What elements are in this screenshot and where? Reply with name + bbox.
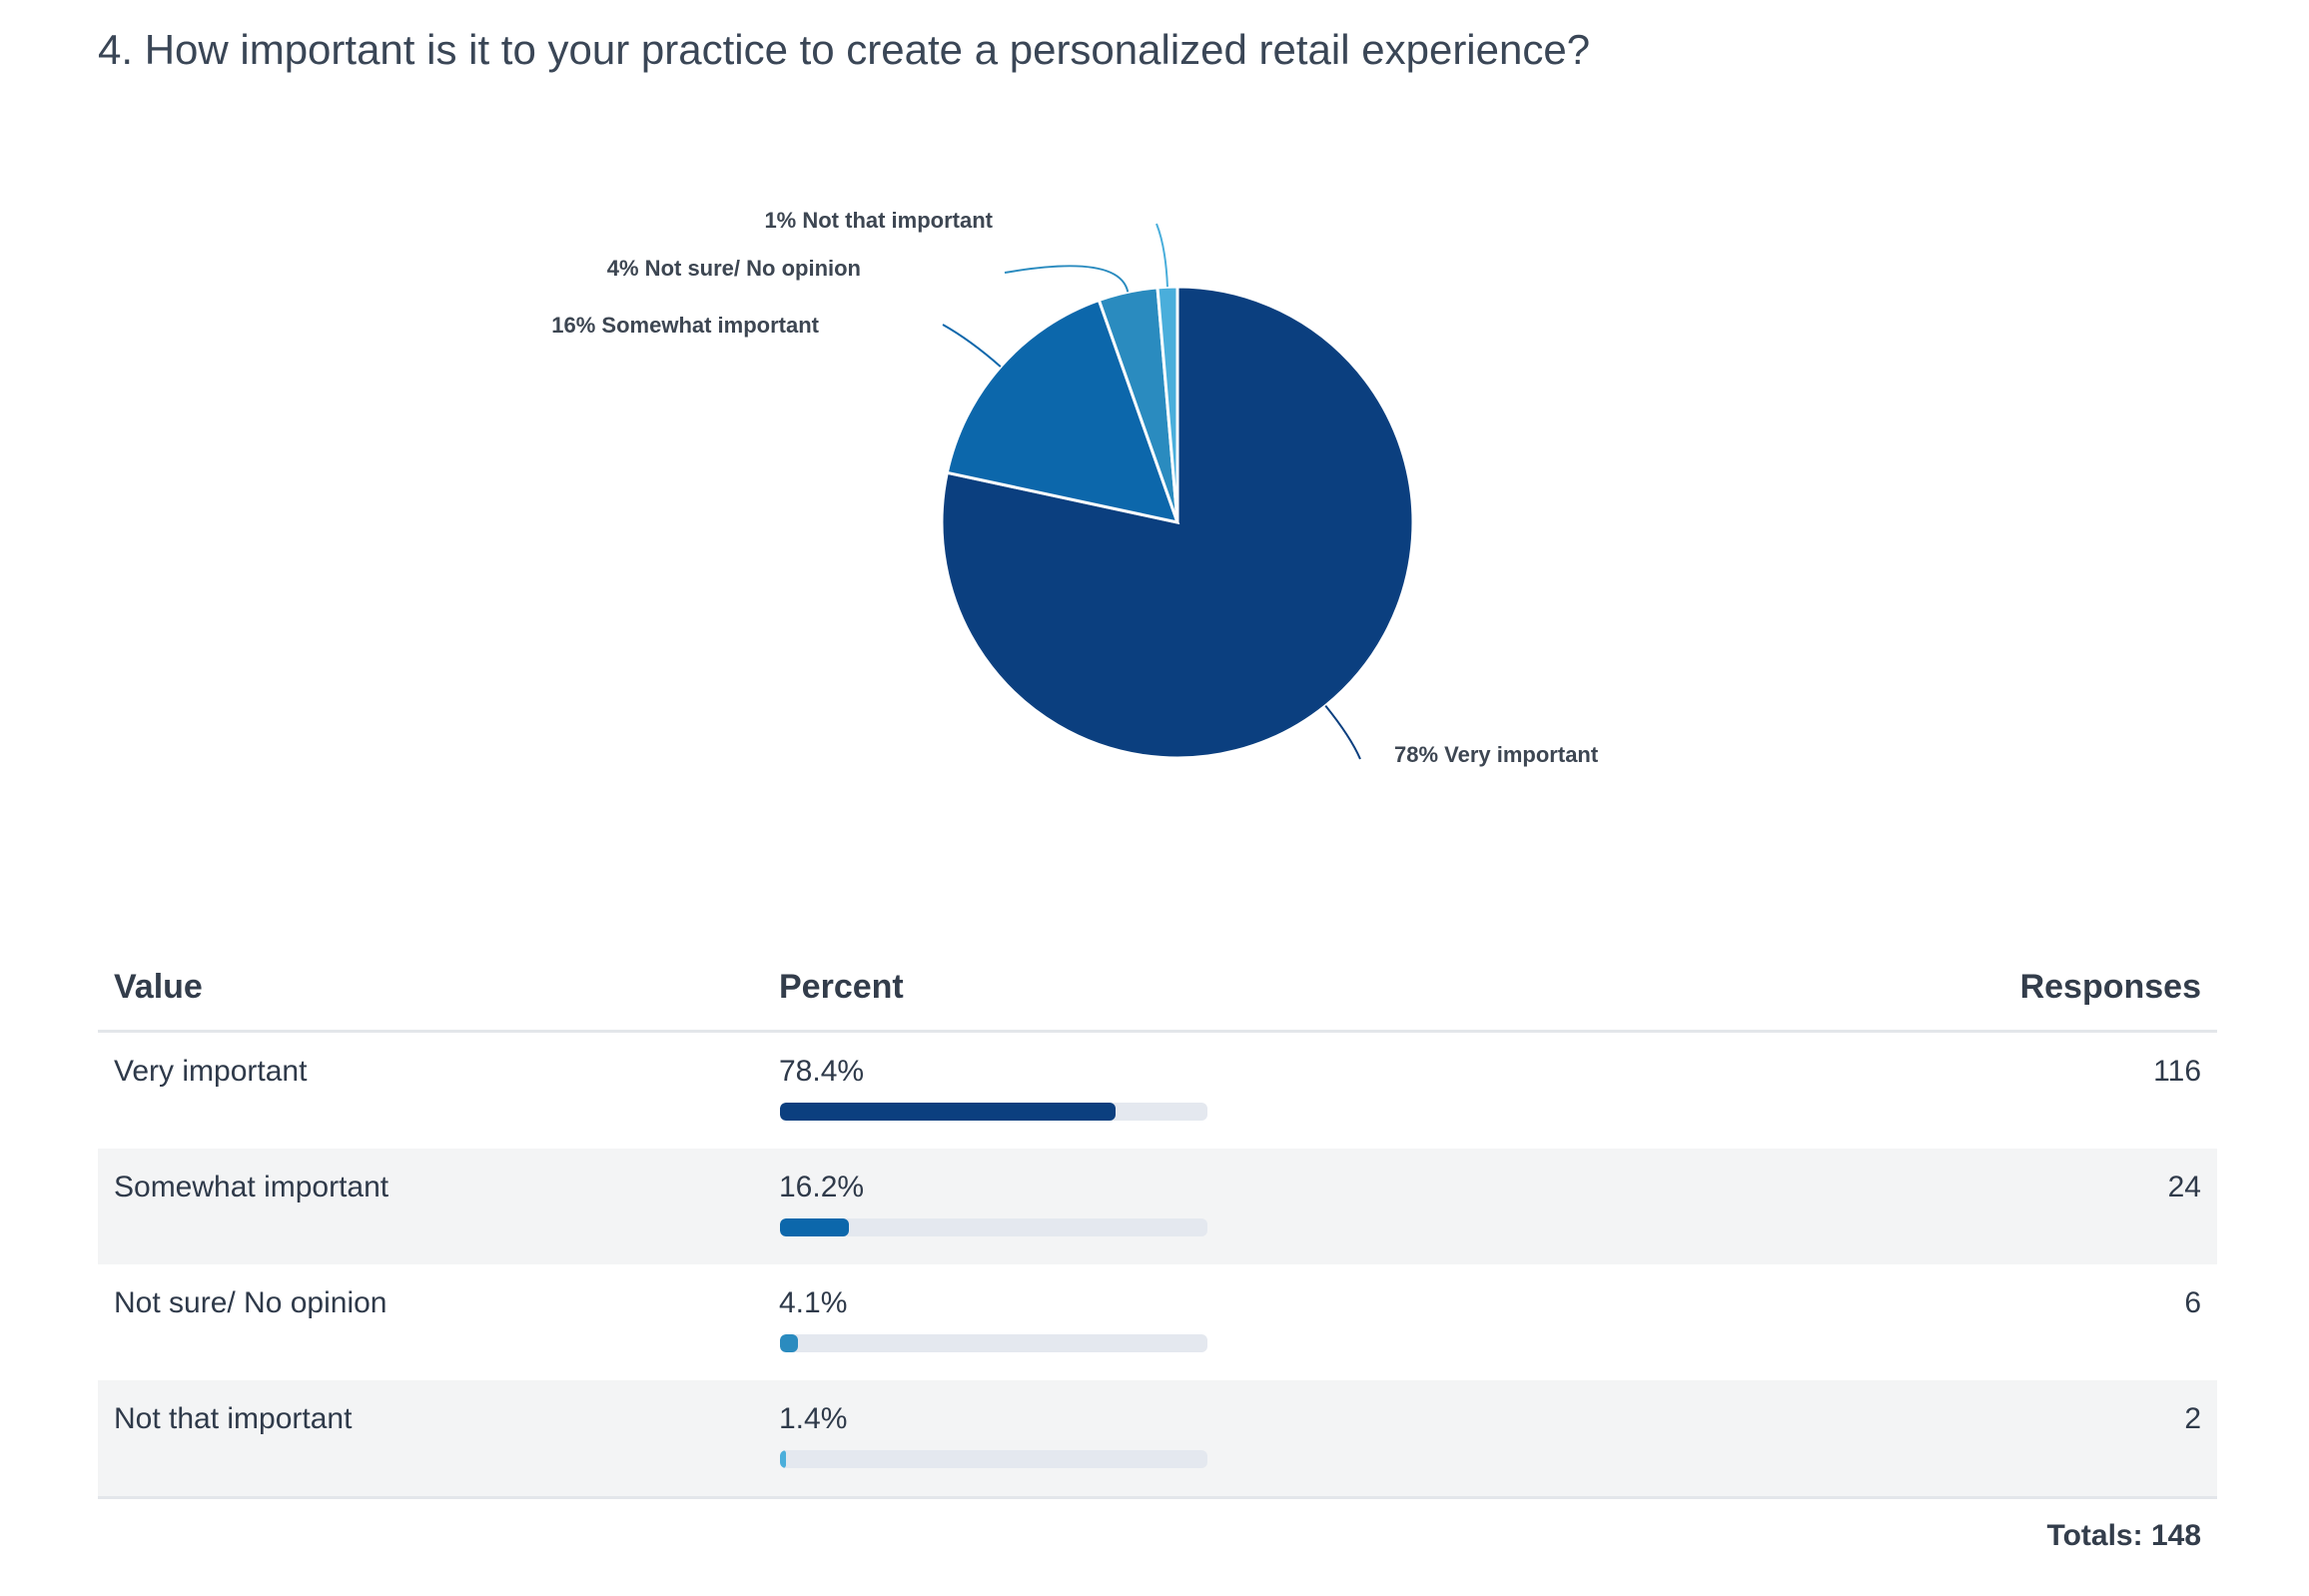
pie-label: 16% Somewhat important: [551, 313, 819, 338]
pie-slice-somewhat-important: [945, 298, 1180, 525]
row-percent: 1.4%: [779, 1402, 848, 1435]
row-value: Not that important: [114, 1402, 353, 1435]
row-value: Somewhat important: [114, 1171, 389, 1203]
leader-line: [942, 324, 1002, 368]
percent-bar: [780, 1218, 1207, 1236]
leader-line: [1155, 223, 1168, 288]
pie-labels: 78% Very important 16% Somewhat important…: [551, 208, 1599, 767]
percent-bar-fill: [780, 1334, 798, 1352]
results-table: Value Percent Responses Very important 7…: [98, 954, 2217, 1579]
pie-label: 1% Not that important: [764, 208, 993, 233]
table-header: Value Percent Responses: [98, 954, 2217, 1033]
pie-slice-not-that-important: [1155, 285, 1179, 523]
percent-bar: [780, 1450, 1207, 1468]
table-row: Very important 78.4% 116: [98, 1033, 2217, 1149]
table-footer: Totals: 148: [98, 1496, 2217, 1579]
row-responses: 116: [2153, 1055, 2201, 1088]
pie-label: 4% Not sure/ No opinion: [607, 256, 861, 281]
table-row: Somewhat important 16.2% 24: [98, 1149, 2217, 1264]
row-percent: 4.1%: [779, 1286, 848, 1319]
percent-bar-fill: [780, 1218, 850, 1236]
leader-line: [1324, 704, 1361, 760]
row-responses: 2: [2184, 1402, 2201, 1435]
page-title: 4. How important is it to your practice …: [98, 26, 1591, 73]
percent-bar: [780, 1103, 1207, 1121]
table-row: Not sure/ No opinion 4.1% 6: [98, 1264, 2217, 1380]
row-responses: 6: [2184, 1286, 2201, 1319]
row-value: Very important: [114, 1055, 308, 1088]
percent-bar-fill: [780, 1450, 786, 1468]
pie-leader-lines: [942, 223, 1361, 760]
totals: Totals: 148: [2046, 1519, 2202, 1552]
header-value: Value: [114, 968, 203, 1006]
pie-label: 78% Very important: [1394, 742, 1599, 767]
header-responses: Responses: [2019, 968, 2201, 1006]
row-percent: 78.4%: [779, 1055, 865, 1088]
table-row: Not that important 1.4% 2: [98, 1380, 2217, 1496]
row-percent: 16.2%: [779, 1171, 865, 1203]
header-percent: Percent: [779, 968, 904, 1006]
pie-slices: [940, 285, 1415, 760]
percent-bar: [780, 1334, 1207, 1352]
row-responses: 24: [2167, 1171, 2201, 1203]
pie-chart: 78% Very important 16% Somewhat important…: [551, 208, 1599, 767]
row-value: Not sure/ No opinion: [114, 1286, 387, 1319]
percent-bar-fill: [780, 1103, 1116, 1121]
leader-line: [1004, 265, 1130, 293]
